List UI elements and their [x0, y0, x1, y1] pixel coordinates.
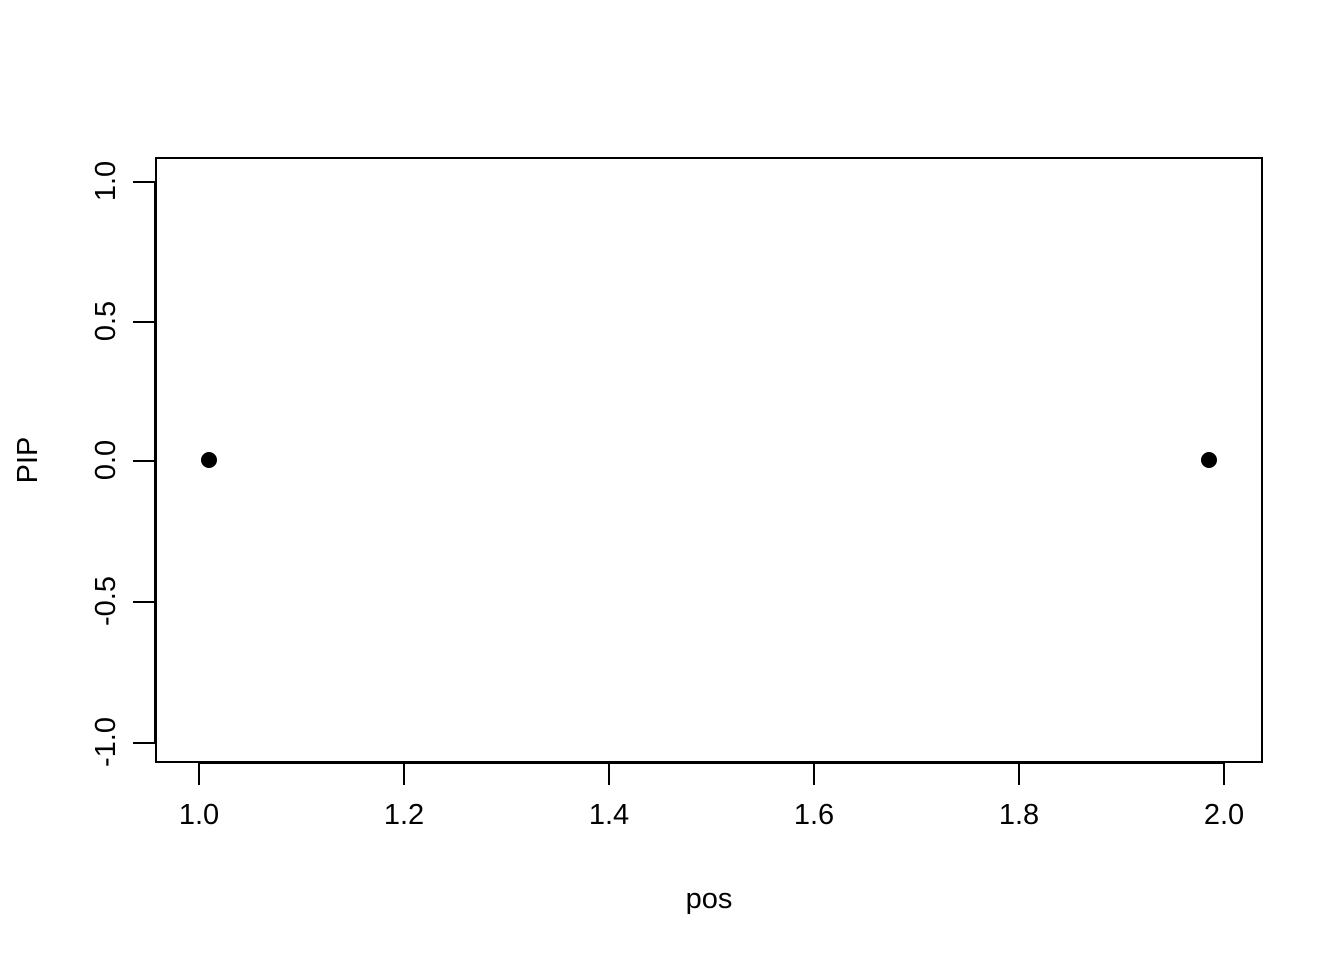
x-tick-label-3: 1.6 — [793, 799, 835, 831]
y-tick-label-3-wrap: -0.5 — [84, 576, 128, 626]
x-tick-mark-5 — [1223, 763, 1225, 785]
x-tick-label-2: 1.4 — [588, 799, 630, 831]
y-axis-line — [154, 181, 156, 743]
y-tick-mark-2 — [133, 460, 155, 462]
y-tick-label-1-wrap: 0.5 — [84, 299, 128, 343]
plot-frame — [155, 157, 1263, 763]
x-axis-line — [198, 762, 1224, 764]
y-tick-label-3: -0.5 — [90, 576, 122, 626]
y-tick-label-4-wrap: -1.0 — [84, 717, 128, 767]
data-point-0 — [201, 452, 217, 468]
y-tick-label-2-wrap: 0.0 — [84, 438, 128, 482]
y-tick-mark-4 — [133, 742, 155, 744]
y-tick-label-2: 0.0 — [90, 439, 122, 481]
y-tick-label-1: 0.5 — [90, 300, 122, 342]
x-tick-label-5: 2.0 — [1203, 799, 1245, 831]
data-point-1 — [1201, 452, 1217, 468]
x-tick-mark-2 — [608, 763, 610, 785]
x-tick-mark-3 — [813, 763, 815, 785]
y-axis-title: PIP — [12, 436, 44, 484]
y-tick-mark-3 — [133, 601, 155, 603]
x-tick-label-1: 1.2 — [383, 799, 425, 831]
x-tick-label-4: 1.8 — [998, 799, 1040, 831]
y-axis-title-wrap: PIP — [6, 157, 50, 763]
y-tick-label-0: 1.0 — [90, 160, 122, 202]
x-axis-title: pos — [685, 883, 733, 915]
x-tick-mark-0 — [198, 763, 200, 785]
y-tick-mark-1 — [133, 321, 155, 323]
y-tick-label-4: -1.0 — [90, 717, 122, 767]
y-tick-label-0-wrap: 1.0 — [84, 159, 128, 203]
x-tick-label-0: 1.0 — [178, 799, 220, 831]
x-tick-mark-4 — [1018, 763, 1020, 785]
x-tick-mark-1 — [403, 763, 405, 785]
y-tick-mark-0 — [133, 181, 155, 183]
